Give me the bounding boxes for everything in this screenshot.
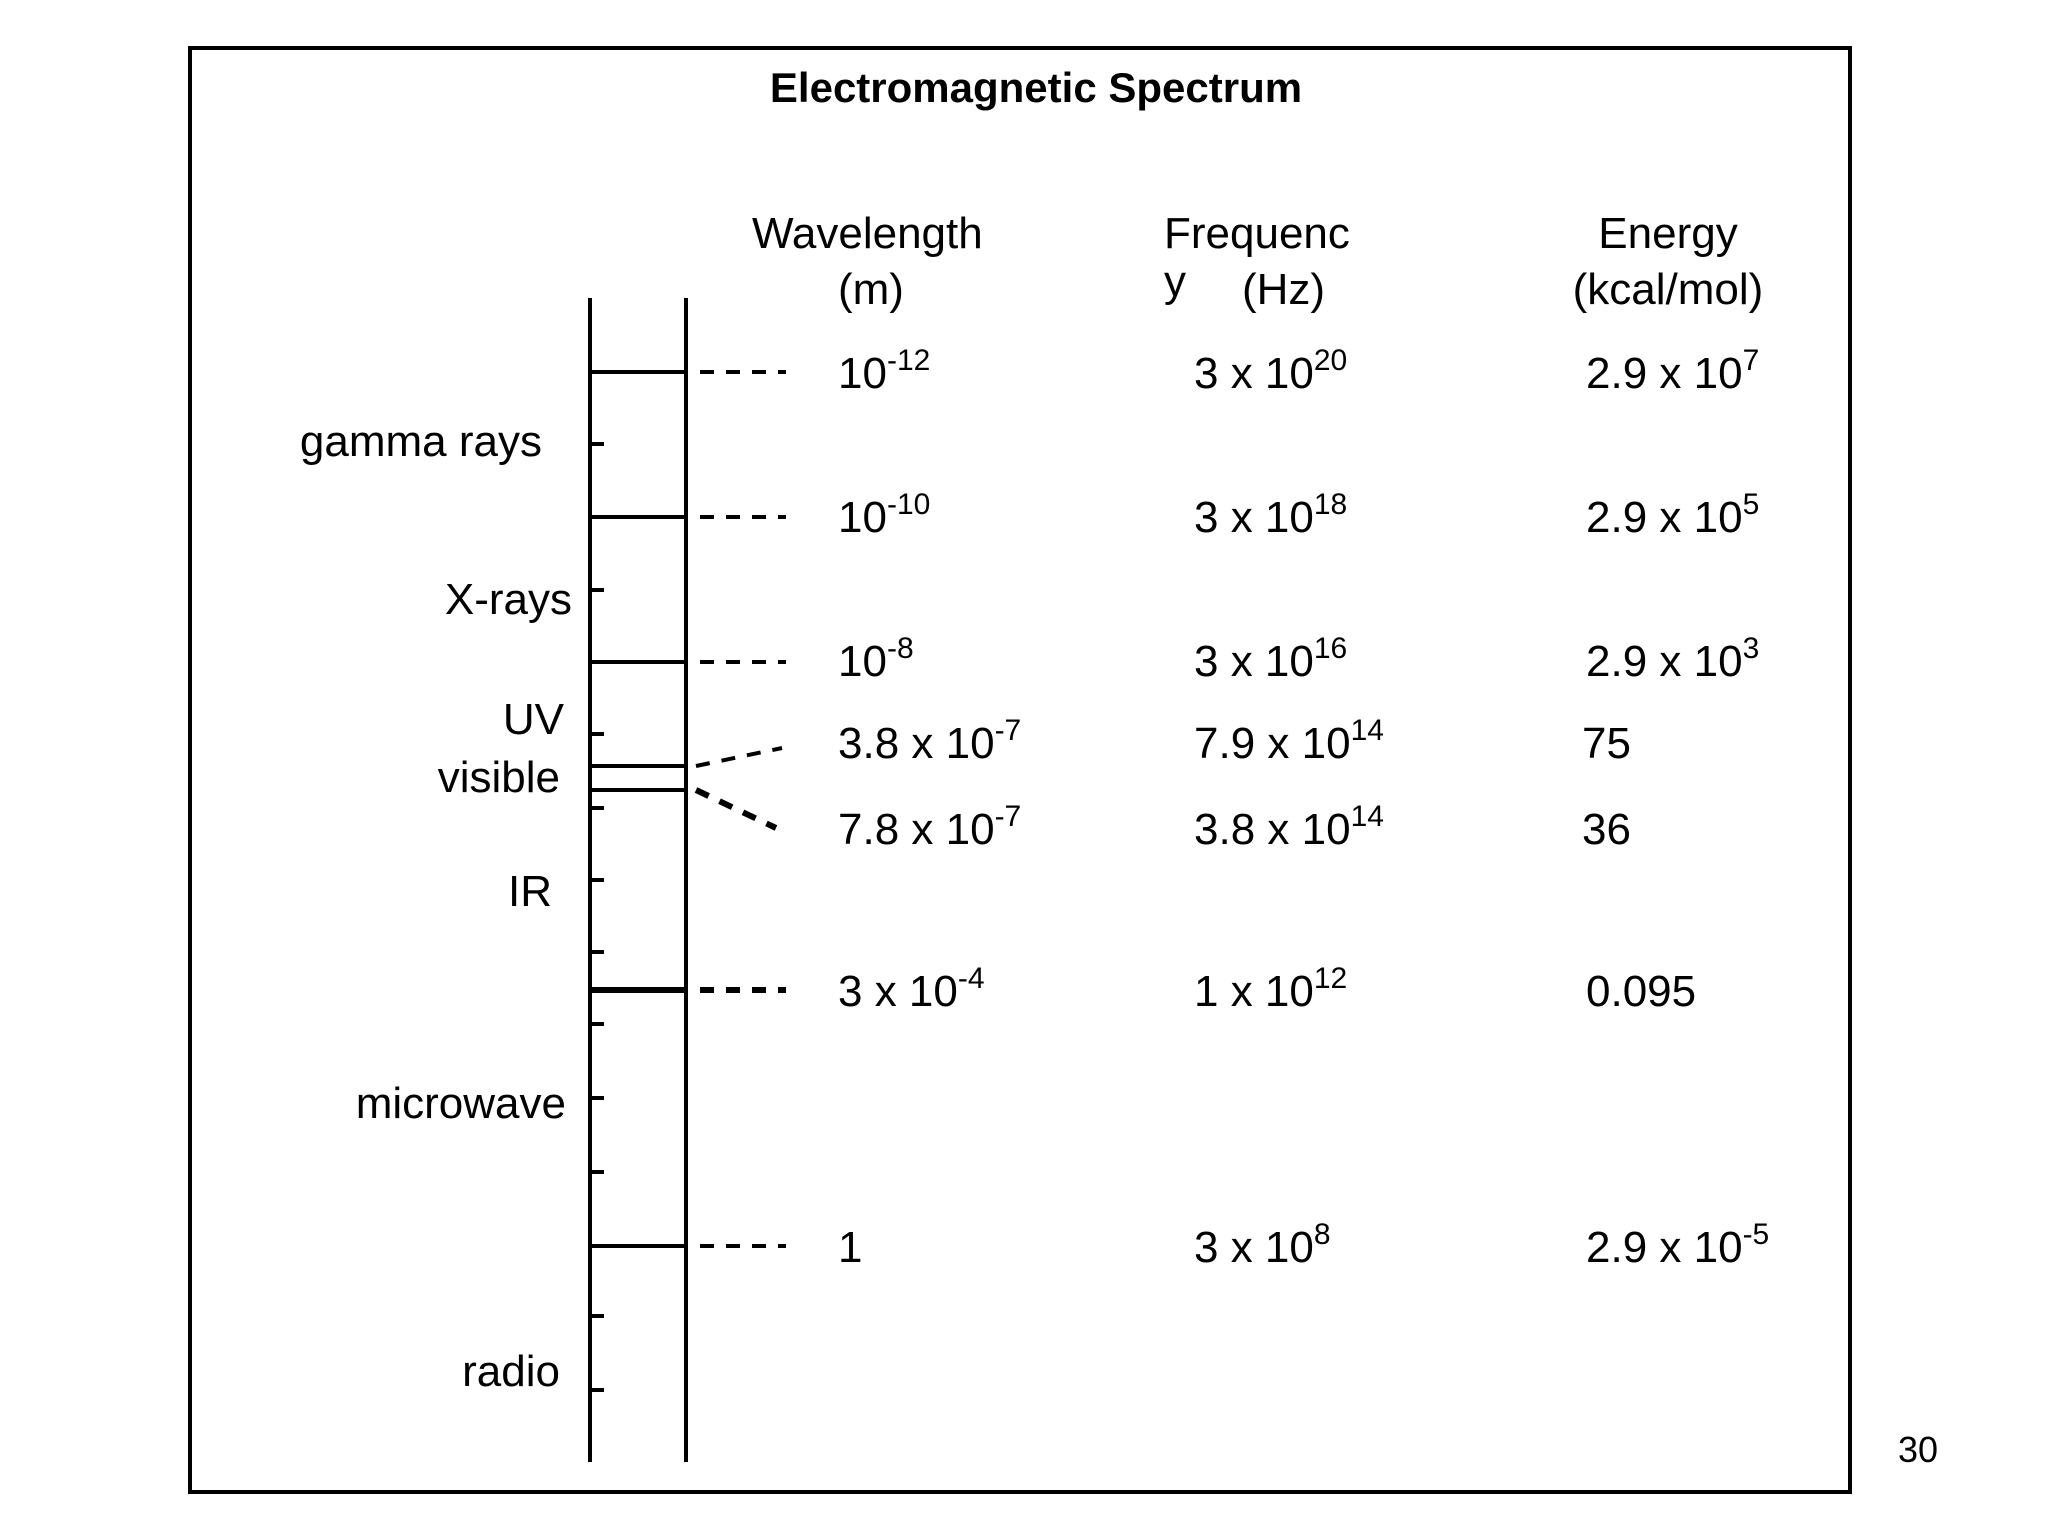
leader-visible-bottom [694,787,778,831]
scale-rungs [590,370,686,1248]
page-number: 30 [1898,1429,1938,1470]
frequency-value: 3 x 1016 [1194,632,1347,686]
row-6: 3 x 10-4 1 x 1012 0.095 [838,962,1696,1016]
wavelength-value: 3 x 10-4 [838,962,985,1016]
header-energy-unit: (kcal/mol) [1573,265,1764,314]
wavelength-value: 10-10 [838,488,930,542]
header-wavelength-line1: Wavelength [752,209,983,258]
header-wavelength-unit: (m) [838,265,904,314]
frequency-value: 1 x 1012 [1194,962,1347,1016]
frequency-value: 3 x 108 [1194,1218,1331,1272]
region-gamma-rays: gamma rays [300,417,542,466]
row-2: 10-10 3 x 1018 2.9 x 105 [838,488,1759,542]
header-frequency-line1: Frequenc [1164,209,1350,258]
dashed-leaders [694,370,786,1248]
region-labels: gamma rays X-rays UV visible IR microwav… [300,417,572,1396]
header-frequency-unit: (Hz) [1242,265,1325,314]
wavelength-value: 10-8 [838,632,914,686]
spectrum-frame [188,46,1852,1494]
frequency-value: 3.8 x 1014 [1194,800,1384,854]
energy-value: 36 [1582,805,1631,854]
region-ir: IR [508,867,552,916]
wavelength-value: 3.8 x 10-7 [838,714,1021,768]
region-x-rays: X-rays [445,575,572,624]
row-1: 10-12 3 x 1020 2.9 x 107 [838,344,1759,398]
value-rows: 10-12 3 x 1020 2.9 x 107 10-10 3 x 1018 … [838,344,1769,1272]
frequency-value: 7.9 x 1014 [1194,714,1384,768]
header-energy-line1: Energy [1598,209,1737,258]
energy-value: 75 [1582,719,1631,768]
region-uv: UV [503,695,565,744]
energy-value: 2.9 x 105 [1586,488,1759,542]
leader-visible-top [695,746,783,768]
wavelength-value: 7.8 x 10-7 [838,800,1021,854]
frequency-value: 3 x 1020 [1194,344,1347,398]
energy-value: 2.9 x 103 [1586,632,1759,686]
header-frequency-line2: y [1164,257,1186,306]
row-3: 10-8 3 x 1016 2.9 x 103 [838,632,1759,686]
scale-bars [588,298,688,1462]
region-visible: visible [438,753,560,802]
row-5: 7.8 x 10-7 3.8 x 1014 36 [838,800,1631,854]
region-radio: radio [462,1347,560,1396]
energy-value: 2.9 x 10-5 [1586,1218,1769,1272]
energy-value: 0.095 [1586,967,1696,1016]
row-4: 3.8 x 10-7 7.9 x 1014 75 [838,714,1631,768]
energy-value: 2.9 x 107 [1586,344,1759,398]
diagram-title: Electromagnetic Spectrum [770,64,1302,111]
wavelength-value: 1 [838,1223,862,1272]
region-microwave: microwave [356,1079,566,1128]
row-7: 1 3 x 108 2.9 x 10-5 [838,1218,1769,1272]
scale-ticks [590,442,604,1392]
frequency-value: 3 x 1018 [1194,488,1347,542]
wavelength-value: 10-12 [838,344,930,398]
